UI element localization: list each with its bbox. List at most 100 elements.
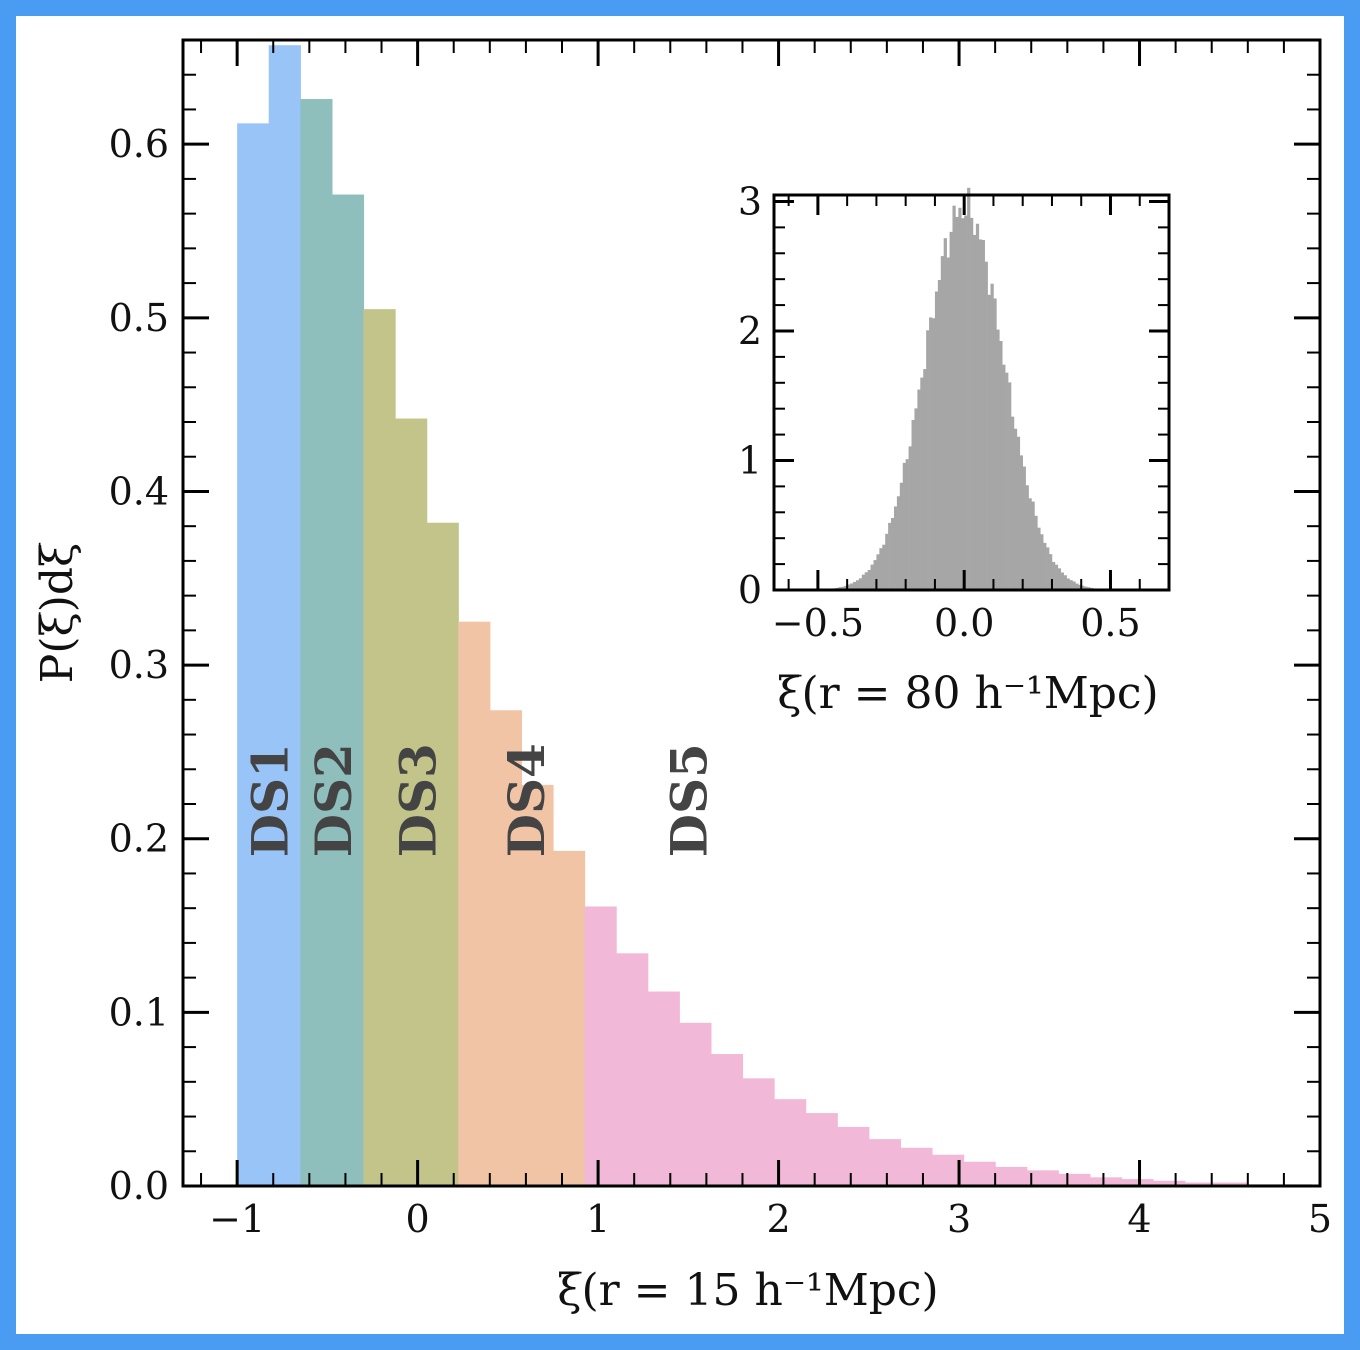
histogram-bar — [963, 1161, 996, 1186]
y-tick-label: 0.3 — [109, 643, 169, 687]
y-tick-label: 0.6 — [109, 122, 169, 166]
histogram-bar — [1026, 1170, 1059, 1186]
inset-histogram-bar — [876, 554, 880, 590]
inset-histogram-bar — [972, 234, 977, 590]
histogram-bar — [710, 1054, 744, 1186]
x-tick-label: 1 — [586, 1197, 610, 1241]
inset-histogram-bar — [961, 218, 965, 590]
inset-histogram-bar — [1019, 455, 1024, 590]
histogram-bar — [300, 99, 333, 1186]
inset-histogram-bar — [1051, 561, 1056, 590]
dataset-label-ds2: DS2 — [304, 743, 363, 857]
inset-histogram-bar — [943, 238, 947, 590]
inset-histogram-bar — [1037, 527, 1041, 590]
inset-histogram-bar — [975, 223, 980, 590]
inset-histogram-bar — [914, 408, 918, 590]
main-tick-labels: −1 0 1 2 3 4 5 0.0 0.1 0.2 0.3 0.4 0.5 0.6 — [109, 122, 1333, 1241]
y-tick-label: 0.2 — [109, 817, 169, 861]
inset-histogram-bar — [896, 496, 901, 590]
inset-histogram-bar — [1040, 534, 1044, 590]
inset-histogram-bar — [952, 205, 956, 590]
inset-histogram-bar — [911, 420, 915, 590]
x-tick-label: 5 — [1308, 1197, 1332, 1241]
histogram-bar — [1058, 1173, 1091, 1186]
histogram-bar — [995, 1166, 1028, 1186]
inset-x-axis-title: ξ̅(r = 80 h⁻¹Mpc) — [777, 668, 1158, 719]
histogram-bar — [584, 906, 617, 1186]
histogram-bar — [521, 784, 554, 1186]
inset-histogram-bar — [1046, 547, 1050, 590]
histogram-bar — [868, 1139, 901, 1186]
y-tick-label: 0.5 — [109, 296, 169, 340]
inset-histogram-bar — [861, 574, 866, 590]
inset-histogram-bar — [984, 261, 988, 590]
histogram-bar — [426, 522, 459, 1186]
inset-histogram-bar — [1031, 501, 1035, 590]
main-histogram-bars — [237, 45, 1312, 1186]
main-y-axis-title: P(ξ̅)dξ̅ — [32, 543, 83, 684]
inset-histogram-bar — [841, 586, 845, 590]
inset-histogram-bar — [899, 482, 904, 590]
dataset-label-ds5: DS5 — [659, 743, 718, 857]
inset-histogram-bar — [926, 330, 930, 590]
inset-histogram-bar — [850, 583, 854, 590]
histogram-bar — [395, 418, 428, 1186]
main-x-axis-title: ξ̅(r = 15 h⁻¹Mpc) — [557, 1265, 938, 1316]
inset-histogram-bar — [955, 216, 959, 591]
inset-histogram-bar — [920, 377, 924, 590]
inset-histogram-bar — [981, 239, 985, 590]
inset-histogram-bar — [917, 389, 921, 590]
inset-histogram-bar — [970, 217, 974, 590]
inset-histogram-bar — [990, 283, 994, 590]
histogram-bar — [837, 1126, 870, 1186]
inset-histogram-bar — [1060, 572, 1064, 590]
inset-histogram-bar — [999, 340, 1003, 590]
inset-histogram-bar — [934, 291, 939, 590]
inset-histogram-bar — [1084, 586, 1088, 590]
inset-histogram-bar — [1063, 575, 1067, 590]
histogram-bar — [742, 1078, 775, 1186]
inset-histogram-bar — [864, 572, 868, 590]
inset-histogram-bar — [879, 548, 883, 590]
inset-histogram-bar — [855, 580, 860, 590]
inset-histogram-bar — [940, 256, 945, 590]
inset-histogram-bar — [1013, 428, 1018, 590]
inset-histogram-bars — [832, 187, 1111, 591]
y-tick-label: 0.1 — [109, 990, 169, 1034]
inset-histogram-bar — [1025, 485, 1029, 590]
inset-histogram-bar — [902, 462, 906, 590]
histogram-bar — [679, 1022, 712, 1186]
dataset-label-ds3: DS3 — [389, 743, 448, 857]
inset-histogram-bar — [858, 578, 863, 590]
x-tick-label: −1 — [209, 1197, 265, 1241]
inset-histogram-bar — [882, 544, 886, 590]
main-axis-ticks — [183, 40, 1322, 1188]
inset-histogram-bar — [1049, 554, 1053, 590]
inset-tick-labels: −0.5 0.0 0.5 0 1 2 3 — [738, 179, 1141, 645]
histogram-bar — [900, 1147, 933, 1186]
inset-histogram-bar — [1016, 436, 1021, 590]
histogram-bar — [647, 991, 680, 1186]
inset-histogram-bar — [946, 257, 950, 590]
inset-histogram-bar — [1075, 583, 1079, 590]
y-tick-label: 0.4 — [109, 469, 169, 513]
inset-histogram-bar — [1081, 585, 1085, 590]
x-tick-label: 3 — [947, 1197, 971, 1241]
inset-histogram-bar — [885, 533, 889, 590]
histogram-bar — [331, 194, 365, 1186]
histogram-bar — [1153, 1180, 1186, 1186]
inset-histogram-bar — [932, 318, 936, 590]
inset-histogram-bar — [847, 584, 851, 590]
inset-histogram-bar — [1054, 564, 1059, 590]
inset-histogram-bar — [1069, 580, 1073, 590]
inset-histogram-bar — [853, 581, 857, 590]
inset-axes-box — [772, 193, 1171, 592]
histogram-bar — [458, 621, 491, 1186]
y-tick-label: 0.0 — [109, 1164, 169, 1208]
inset-histogram-bar — [908, 446, 912, 590]
inset-histogram-bar — [1034, 515, 1038, 590]
inset-histogram-bar — [996, 329, 1000, 590]
inset-histogram-bar — [1005, 372, 1009, 590]
inset-x-tick-label: 0.0 — [934, 601, 994, 645]
